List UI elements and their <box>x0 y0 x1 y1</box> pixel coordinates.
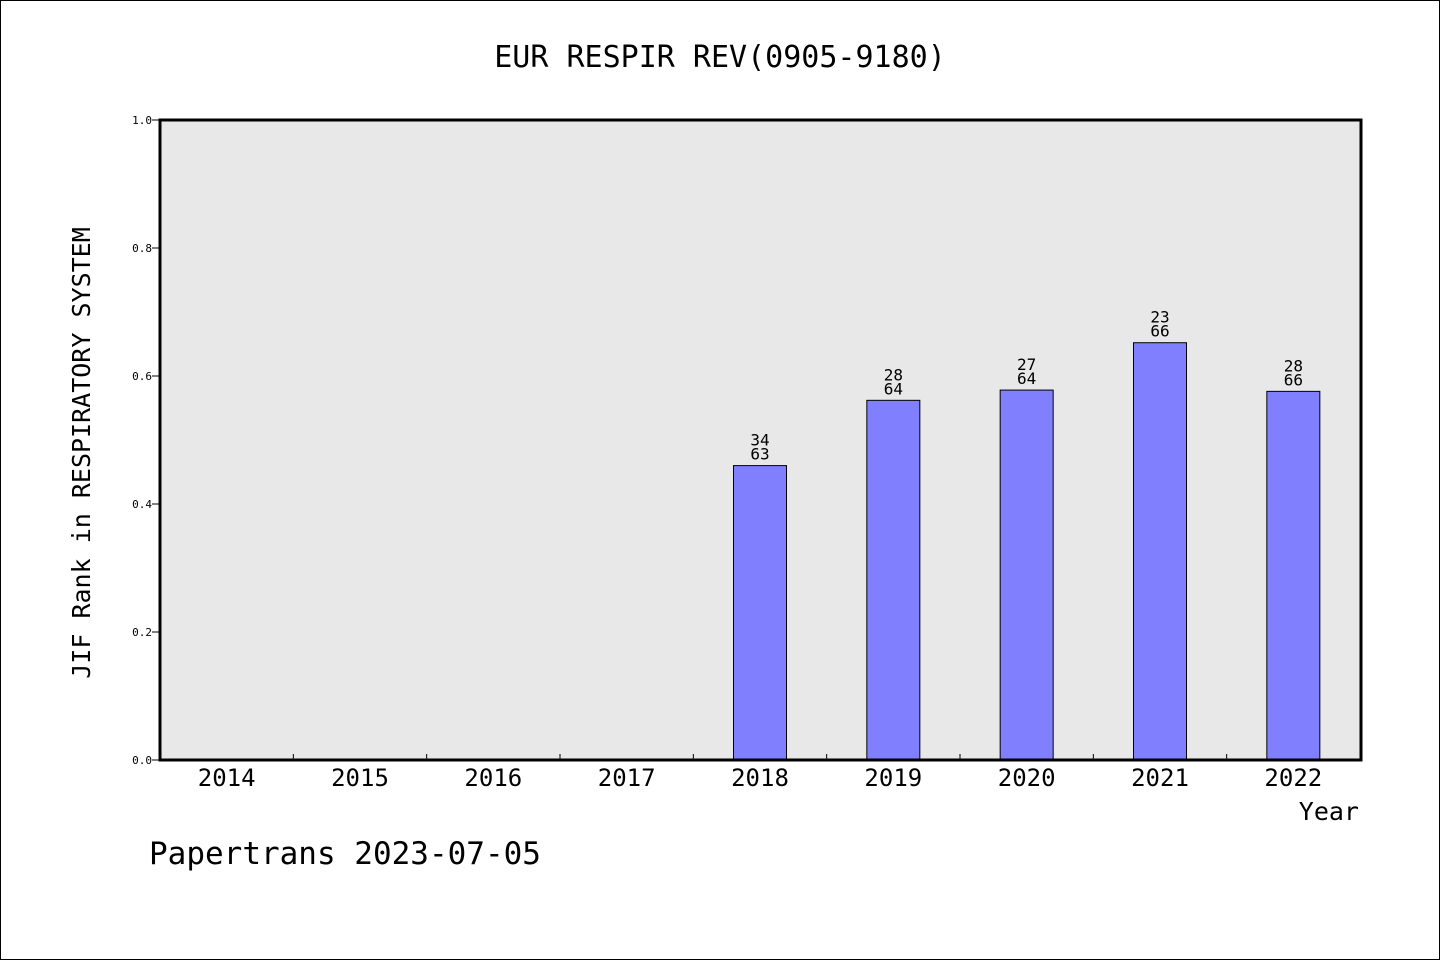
y-tick-label: 0.6 <box>132 370 152 383</box>
bar-2021 <box>1133 342 1187 761</box>
bar-2019 <box>866 399 921 761</box>
bar-label-rank: 23 <box>1150 308 1169 327</box>
x-tick-label: 2015 <box>331 764 389 792</box>
x-tick-label: 2016 <box>464 764 522 792</box>
bar-label-total: 64 <box>884 379 903 398</box>
y-axis-ticks: 0.0 0.2 0.4 0.6 0.8 1.0 <box>132 114 160 767</box>
plot-border <box>158 118 1363 762</box>
x-tick-label: 2014 <box>198 764 256 792</box>
y-tick-label: 0.8 <box>132 242 152 255</box>
y-axis-label: JIF Rank in RESPIRATORY SYSTEM <box>67 227 96 679</box>
bar-label-rank: 28 <box>884 365 903 384</box>
bar-label-rank: 34 <box>750 431 769 450</box>
bar-label-total: 66 <box>1150 322 1169 341</box>
bar-2022 <box>1266 390 1321 761</box>
bar-label-rank: 27 <box>1017 355 1036 374</box>
x-tick-label: 2022 <box>1264 764 1322 792</box>
bar-label-total: 64 <box>1017 369 1036 388</box>
x-tick-label: 2018 <box>731 764 789 792</box>
x-tick-label: 2021 <box>1131 764 1189 792</box>
y-tick-label: 1.0 <box>132 114 152 127</box>
x-axis-label: Year <box>1299 797 1359 826</box>
x-tick-label: 2020 <box>998 764 1056 792</box>
y-tick-label: 0.0 <box>132 754 152 767</box>
bar-label-total: 66 <box>1284 370 1303 389</box>
bars <box>733 342 1321 761</box>
x-axis-ticks: 2014 2015 2016 2017 2018 2019 2020 2021 2022 <box>198 754 1322 792</box>
bar-label-total: 63 <box>750 445 769 464</box>
bar-label-rank: 28 <box>1284 356 1303 375</box>
bar-2020 <box>999 389 1054 761</box>
chart-title: EUR RESPIR REV(0905-9180) <box>494 40 946 75</box>
x-tick-label: 2019 <box>864 764 922 792</box>
bar-2018 <box>733 465 787 761</box>
x-tick-label: 2017 <box>598 764 656 792</box>
y-tick-label: 0.2 <box>132 626 152 639</box>
footer-credit: Papertrans 2023-07-05 <box>149 836 541 872</box>
y-tick-label: 0.4 <box>132 498 152 511</box>
